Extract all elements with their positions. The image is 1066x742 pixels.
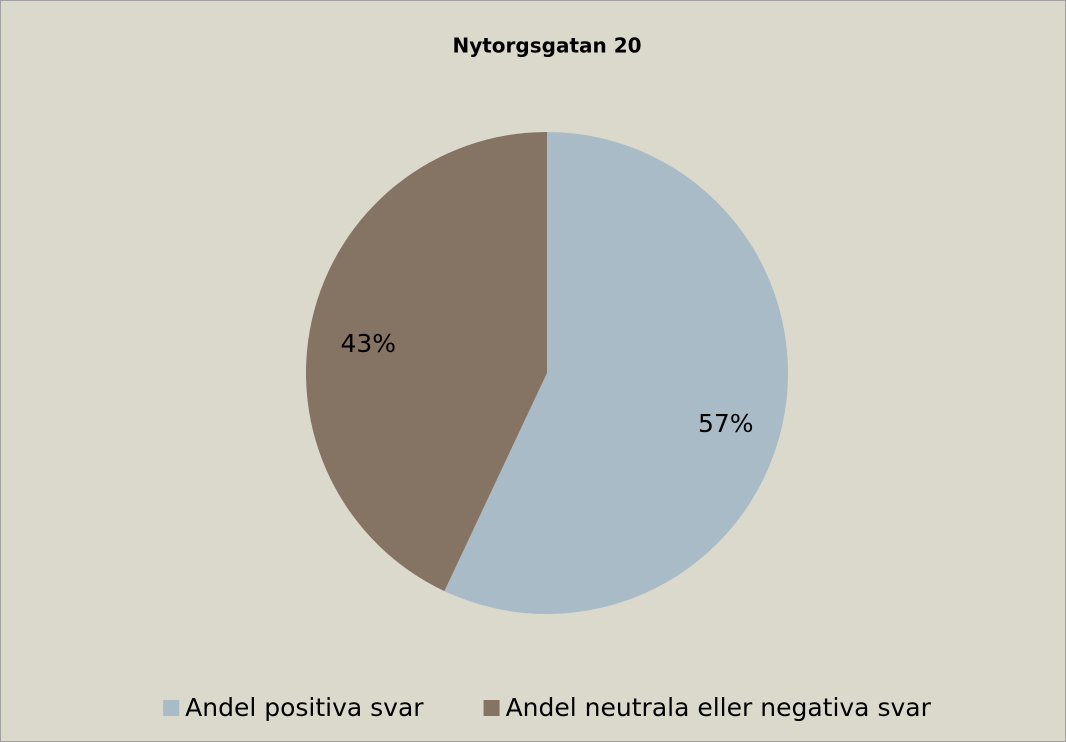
pie-slice xyxy=(444,132,788,614)
data-label: 57% xyxy=(698,409,754,438)
legend-label: Andel neutrala eller negativa svar xyxy=(506,693,932,722)
data-label: 43% xyxy=(340,329,396,358)
pie-slice xyxy=(306,132,547,592)
legend-swatch xyxy=(163,700,180,716)
legend-label: Andel positiva svar xyxy=(185,693,424,722)
chart-title: Nytorgsgatan 20 xyxy=(452,34,641,58)
legend-swatch xyxy=(483,700,500,716)
